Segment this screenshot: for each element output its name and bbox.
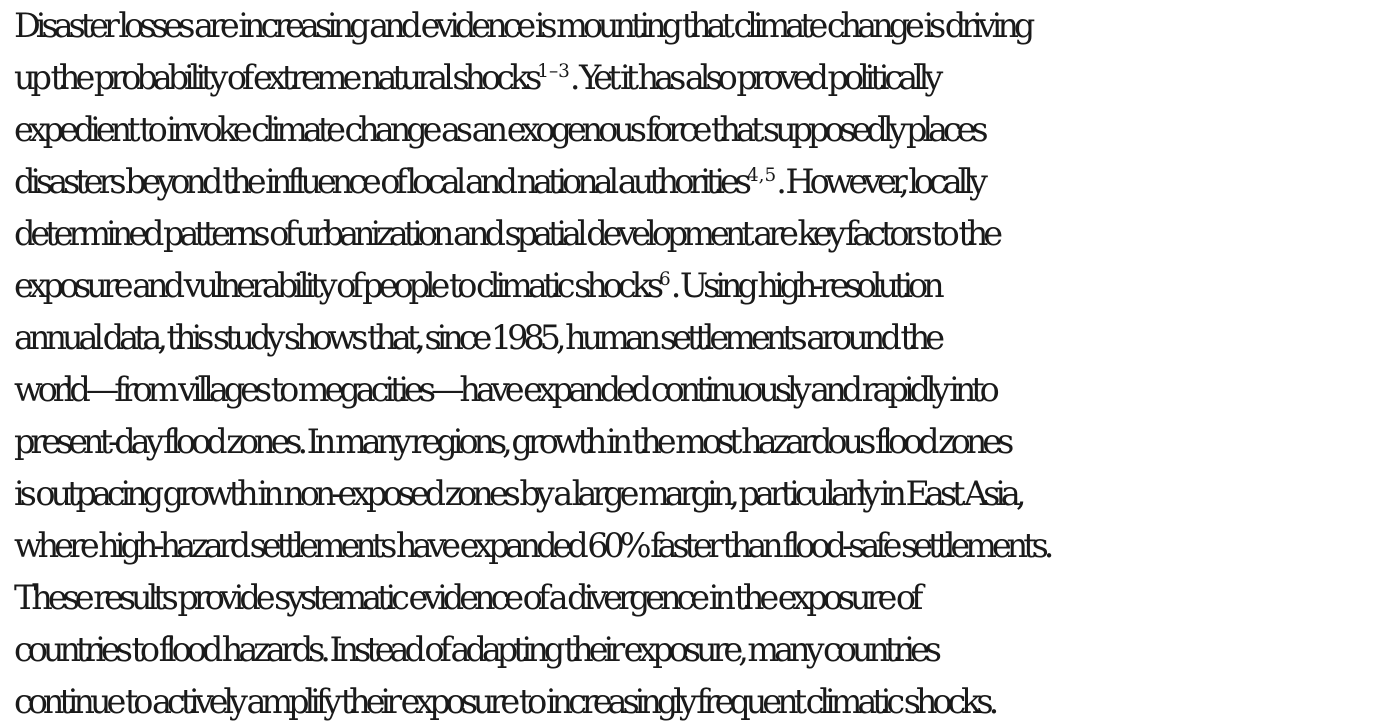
text-line: determined patterns of urbanization and … [14,208,1393,260]
text-line: continue to actively amplify their expos… [14,676,1393,728]
text-segment: Disaster losses are increasing and evide… [14,6,1035,45]
citation-superscript: 6 [658,268,671,290]
text-segment: is outpacing growth in non-exposed zones… [14,474,1027,513]
text-segment: expedient to invoke climate change as an… [14,110,989,149]
text-segment: . Using high-resolution [670,266,945,305]
text-segment: determined patterns of urbanization and … [14,214,1003,253]
text-line: where high-hazard settlements have expan… [14,520,1393,572]
text-line: present-day flood zones. In many regions… [14,416,1393,468]
text-line: is outpacing growth in non-exposed zones… [14,468,1393,520]
text-line: Disaster losses are increasing and evide… [14,0,1393,52]
text-line: expedient to invoke climate change as an… [14,104,1393,156]
text-line: world—from villages to megacities—have e… [14,364,1393,416]
text-line: disasters beyond the influence of local … [14,156,1393,208]
text-line: exposure and vulnerability of people to … [14,260,1393,312]
text-segment: exposure and vulnerability of people to … [14,266,664,305]
citation-superscript: 4,5 [746,164,777,186]
text-segment: up the probability of extreme natural sh… [14,58,542,97]
text-segment: . Yet it has also proved politically [569,58,943,97]
abstract-paragraph: Disaster losses are increasing and evide… [14,0,1393,728]
text-segment: . However, locally [776,162,988,201]
text-segment: countries to flood hazards. Instead of a… [14,630,942,669]
text-segment: world—from villages to megacities—have e… [14,370,1000,409]
text-segment: present-day flood zones. In many regions… [14,422,1014,461]
text-line: countries to flood hazards. Instead of a… [14,624,1393,676]
citation-superscript: 1–3 [537,60,570,82]
text-line: annual data, this study shows that, sinc… [14,312,1393,364]
text-segment: disasters beyond the influence of local … [14,162,752,201]
text-segment: continue to actively amplify their expos… [14,682,999,721]
text-segment: annual data, this study shows that, sinc… [14,318,945,357]
text-line: up the probability of extreme natural sh… [14,52,1393,104]
text-line: These results provide systematic evidenc… [14,572,1393,624]
text-segment: These results provide systematic evidenc… [14,578,923,617]
text-segment: where high-hazard settlements have expan… [14,526,1054,565]
